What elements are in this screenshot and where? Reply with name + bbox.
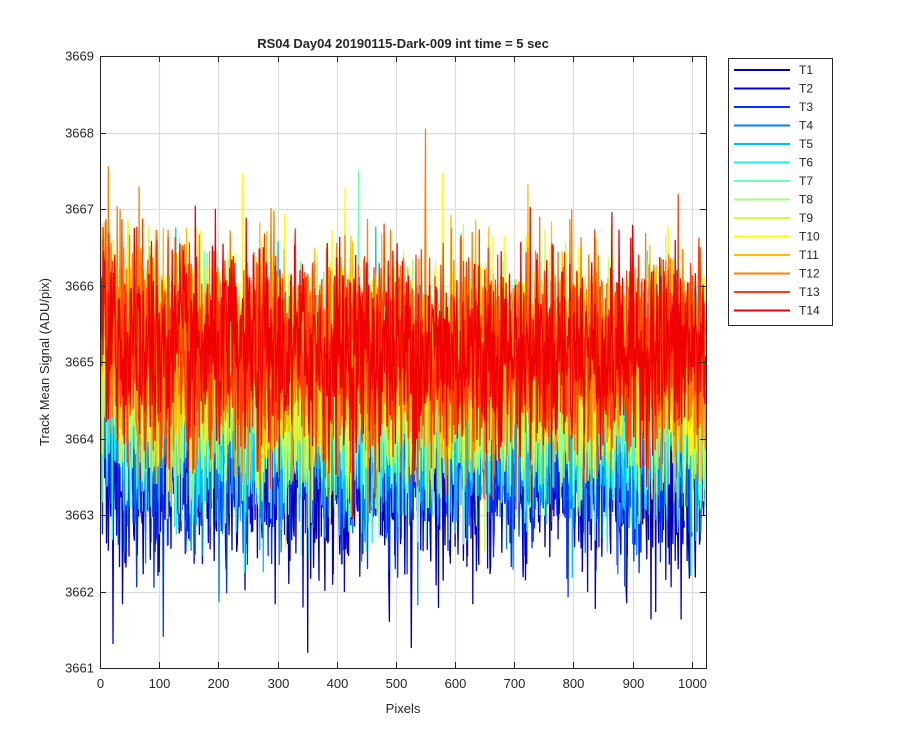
legend-label-t1: T1 (799, 63, 813, 77)
legend-label-t13: T13 (799, 285, 820, 299)
series-lines (99, 128, 707, 653)
x-tick-label: 1000 (678, 676, 707, 691)
legend-label-t7: T7 (799, 174, 813, 188)
legend-label-t3: T3 (799, 100, 813, 114)
y-tick-label: 3661 (65, 661, 94, 676)
x-axis-ticks: 0 100 200 300 400 500 600 700 800 900 1000 (97, 56, 707, 691)
legend-label-t11: T11 (799, 248, 819, 262)
x-axis-label: Pixels (386, 701, 421, 716)
y-axis-ticks: 3661 3662 3663 3664 3665 3666 3667 3668 3669 (65, 49, 706, 676)
legend-label-t8: T8 (799, 193, 813, 207)
y-tick-label: 3666 (65, 279, 94, 294)
legend-label-t2: T2 (799, 82, 813, 96)
x-tick-label: 500 (386, 676, 408, 691)
y-tick-label: 3669 (65, 49, 94, 64)
y-tick-label: 3667 (65, 202, 94, 217)
legend-box (728, 58, 833, 326)
x-tick-label: 200 (208, 676, 230, 691)
x-tick-label: 600 (445, 676, 467, 691)
y-tick-label: 3663 (65, 508, 94, 523)
legend-label-t9: T9 (799, 211, 813, 225)
plot-area (99, 55, 707, 670)
x-tick-label: 300 (268, 676, 290, 691)
y-axis-label: Track Mean Signal (ADU/pix) (37, 278, 52, 446)
x-tick-label: 400 (327, 676, 349, 691)
y-tick-label: 3664 (65, 432, 94, 447)
y-tick-label: 3665 (65, 355, 94, 370)
x-tick-label: 0 (97, 676, 104, 691)
series-line-t14 (99, 205, 707, 522)
chart-title: RS04 Day04 20190115-Dark-009 int time = … (257, 36, 549, 51)
y-tick-label: 3662 (65, 585, 94, 600)
x-tick-label: 100 (149, 676, 171, 691)
legend-label-t14: T14 (799, 304, 820, 318)
x-tick-label: 700 (504, 676, 526, 691)
x-tick-label: 900 (623, 676, 645, 691)
legend-label-t12: T12 (799, 267, 820, 281)
legend-label-t5: T5 (799, 137, 813, 151)
y-tick-label: 3668 (65, 126, 94, 141)
legend-label-t10: T10 (799, 230, 820, 244)
legend: T1 T2 T3 T4 T5 T6 T7 T8 T9 T10 T11 T12 T13 T14 (728, 58, 833, 326)
legend-label-t4: T4 (799, 119, 813, 133)
legend-label-t6: T6 (799, 156, 813, 170)
x-tick-label: 800 (563, 676, 585, 691)
